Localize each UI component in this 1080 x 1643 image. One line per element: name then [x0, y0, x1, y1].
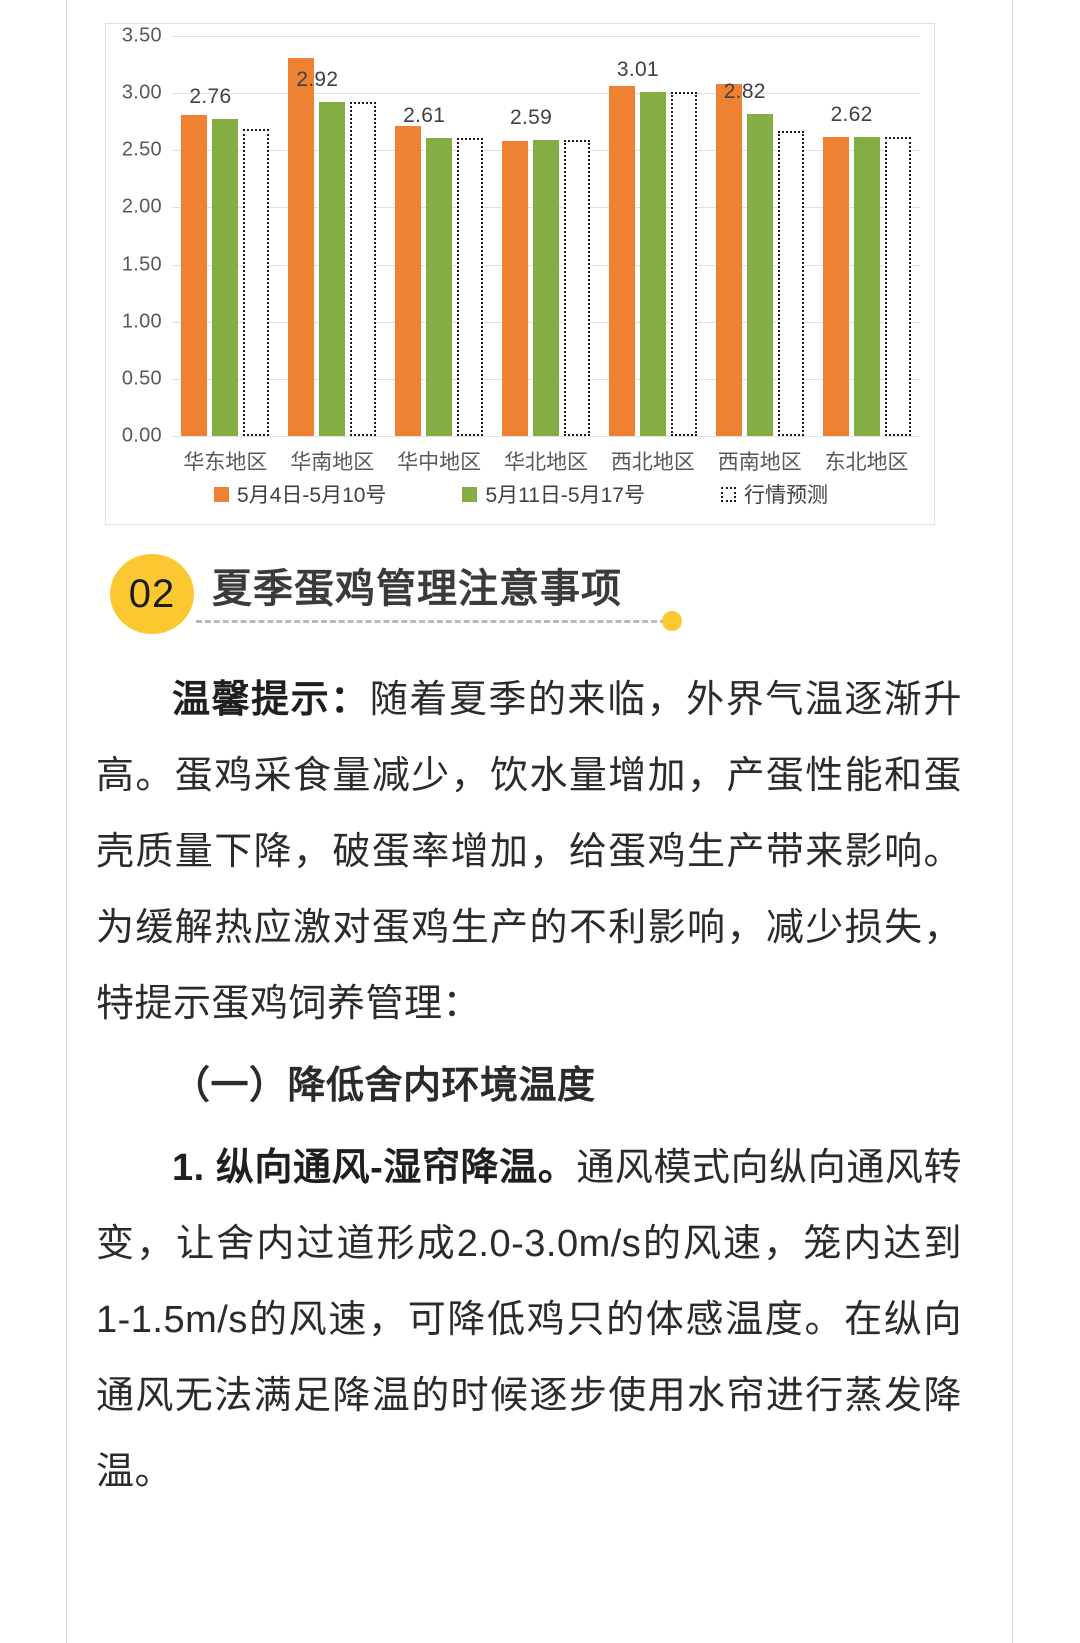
chart-bar-series-2 [212, 119, 239, 436]
chart-legend: 5月4日-5月10号 5月11日-5月17号 行情预测 [106, 479, 936, 509]
chart-x-tick-label: 华中地区 [397, 451, 482, 474]
chart-bar-series-3 [457, 137, 484, 436]
legend-item-series-1: 5月4日-5月10号 [214, 479, 386, 509]
section-divider-dashed [196, 620, 666, 623]
chart-x-tick-label: 西北地区 [610, 451, 695, 474]
legend-swatch-icon-series-1 [214, 486, 230, 502]
chart-x-tick-label: 华南地区 [290, 451, 375, 474]
legend-label-series-2: 5月11日-5月17号 [485, 484, 645, 507]
chart-bar-series-3 [243, 128, 270, 436]
chart-bar-group: 2.62 东北地区 [822, 36, 911, 474]
chart-data-label: 2.61 [403, 103, 446, 127]
chart-bar-series-1 [395, 126, 422, 436]
chart-gridline [172, 436, 920, 437]
chart-bar-series-3 [670, 92, 697, 436]
legend-label-series-1: 5月4日-5月10号 [237, 484, 387, 507]
chart-y-tick-label: 3.50 [121, 24, 162, 47]
legend-swatch-icon-series-2 [462, 486, 478, 502]
chart-gridline [172, 93, 920, 95]
chart-data-label: 2.62 [830, 102, 873, 126]
egg-price-bar-chart: 3.50 3.00 2.50 2.00 1.50 1.00 0.50 0.00 2.76 华东地区… [105, 23, 935, 525]
chart-y-tick-label: 3.00 [121, 81, 162, 104]
chart-bar-series-1 [608, 86, 635, 436]
chart-y-tick-label: 2.00 [121, 195, 162, 218]
chart-bar-series-3 [884, 136, 911, 436]
chart-bar-group: 2.61 华中地区 [395, 36, 484, 474]
chart-bar-group: 2.59 华北地区 [502, 36, 590, 474]
paragraph-item-1: 1. 纵向通风-湿帘降温。通风模式向纵向通风转变，让舍内过道形成2.0-3.0m… [96, 1130, 962, 1510]
page-left-rule [66, 0, 67, 1643]
article-body: 温馨提示：随着夏季的来临，外界气温逐渐升高。蛋鸡采食量减少，饮水量增加，产蛋性能… [96, 662, 962, 1516]
chart-bar-group: 2.92 华南地区 [288, 36, 377, 474]
chart-data-label: 2.59 [510, 106, 553, 129]
chart-bar-group: 3.01 西北地区 [608, 36, 697, 474]
section-header: 02 夏季蛋鸡管理注意事项 [110, 550, 970, 640]
chart-y-tick-label: 1.50 [121, 253, 162, 276]
chart-data-label: 2.82 [723, 79, 766, 103]
tip-label: 温馨提示： [172, 679, 370, 721]
chart-x-tick-label: 华东地区 [183, 451, 268, 474]
legend-item-series-3: 行情预测 [720, 479, 828, 509]
chart-bar-series-3 [777, 130, 804, 436]
item-1-label: 1. 纵向通风-湿帘降温。 [172, 1147, 577, 1189]
chart-x-tick-label: 西南地区 [717, 451, 802, 474]
page-right-rule [1012, 0, 1013, 1643]
chart-bar-series-2 [426, 137, 453, 436]
chart-bar-series-2 [639, 92, 666, 436]
chart-bar-series-1 [288, 57, 315, 436]
chart-bar-series-1 [822, 136, 849, 436]
chart-bar-series-2 [746, 113, 773, 436]
chart-bar-series-1 [715, 84, 742, 436]
chart-x-tick-label: 华北地区 [504, 451, 588, 474]
paragraph-tip: 温馨提示：随着夏季的来临，外界气温逐渐升高。蛋鸡采食量减少，饮水量增加，产蛋性能… [96, 662, 962, 1042]
chart-bar-series-3 [350, 102, 377, 436]
chart-y-tick-label: 2.50 [121, 138, 162, 161]
chart-bar-series-2 [853, 136, 880, 436]
tip-body: 随着夏季的来临，外界气温逐渐升高。蛋鸡采食量减少，饮水量增加，产蛋性能和蛋壳质量… [96, 679, 962, 1025]
chart-bar-series-1 [502, 141, 528, 436]
legend-label-series-3: 行情预测 [743, 484, 828, 507]
section-divider-end-dot-icon [662, 611, 682, 631]
chart-y-tick-label: 0.50 [121, 367, 162, 390]
chart-bar-series-2 [533, 140, 559, 436]
chart-bar-series-1 [181, 114, 208, 436]
item-1-body: 通风模式向纵向通风转变，让舍内过道形成2.0-3.0m/s的风速，笼内达到1-1… [96, 1147, 962, 1493]
chart-bar-group: 2.76 华东地区 [181, 36, 270, 474]
chart-data-label: 3.01 [616, 58, 659, 81]
chart-data-label: 2.92 [296, 68, 339, 92]
chart-bar-series-3 [564, 140, 590, 436]
chart-y-tick-label: 1.00 [121, 310, 162, 333]
legend-item-series-2: 5月11日-5月17号 [462, 479, 645, 509]
chart-gridline [172, 36, 920, 37]
legend-swatch-icon-series-3 [720, 486, 736, 502]
chart-x-tick-label: 东北地区 [824, 451, 909, 474]
chart-data-label: 2.76 [189, 85, 232, 109]
chart-plot-area: 3.50 3.00 2.50 2.00 1.50 1.00 0.50 0.00 2.76 华东地区… [122, 25, 920, 474]
subheading-1: （一）降低舍内环境温度 [172, 1065, 596, 1107]
chart-bar-group: 2.82 西南地区 [715, 36, 804, 474]
section-title: 夏季蛋鸡管理注意事项 [212, 567, 622, 611]
section-number-label: 02 [128, 571, 176, 616]
section-number-badge: 02 [110, 554, 194, 634]
chart-bar-series-2 [319, 102, 346, 436]
chart-y-tick-label: 0.00 [121, 424, 162, 447]
